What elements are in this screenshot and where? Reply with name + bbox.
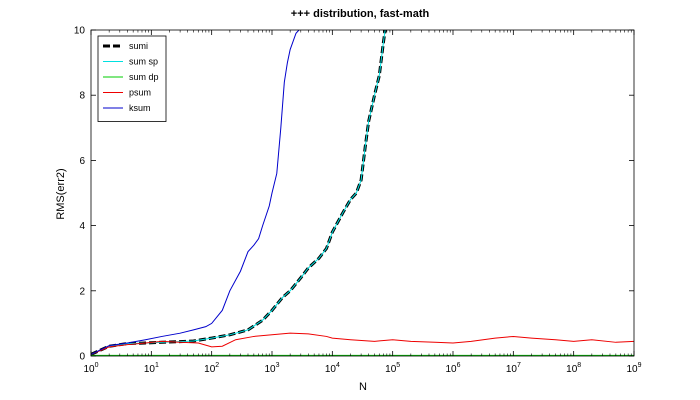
x-tick-label: 100 [83,362,98,375]
legend-entry: sum sp [129,57,158,67]
x-tick-label: 108 [566,362,581,375]
legend: sumi sum sp sum dp psum ksum [97,35,167,122]
y-tick-label: 4 [79,221,85,232]
axis-layer: 100 101 102 103 104 105 106 107 108 109 0 2 4 6 8 10 [74,26,642,376]
y-tick-label: 8 [79,91,85,102]
plot-layer [91,30,634,356]
x-tick-label: 109 [626,362,641,375]
y-axis-label: RMS(err2) [55,168,67,219]
legend-entry: sum dp [129,72,159,82]
x-tick-label: 103 [264,362,279,375]
x-tick-label: 101 [144,362,159,375]
x-tick-label: 105 [385,362,400,375]
x-axis-label: N [359,381,367,393]
x-tick-label: 107 [506,362,521,375]
legend-entry: sumi [129,41,148,51]
y-tick-label: 0 [79,352,85,363]
x-tick-label: 102 [204,362,219,375]
legend-box [97,35,167,122]
x-tick-label: 106 [445,362,460,375]
y-tick-label: 6 [79,156,85,167]
x-tick-label: 104 [325,362,340,375]
y-tick-label: 2 [79,286,85,297]
legend-entry: psum [129,88,151,98]
legend-entry: ksum [129,103,151,113]
series-line-psum [91,332,634,355]
chart-title: +++ distribution, fast-math [291,8,430,20]
plot-frame [90,29,635,357]
series-line-ksum [91,30,300,355]
y-tick-label: 10 [74,26,86,37]
